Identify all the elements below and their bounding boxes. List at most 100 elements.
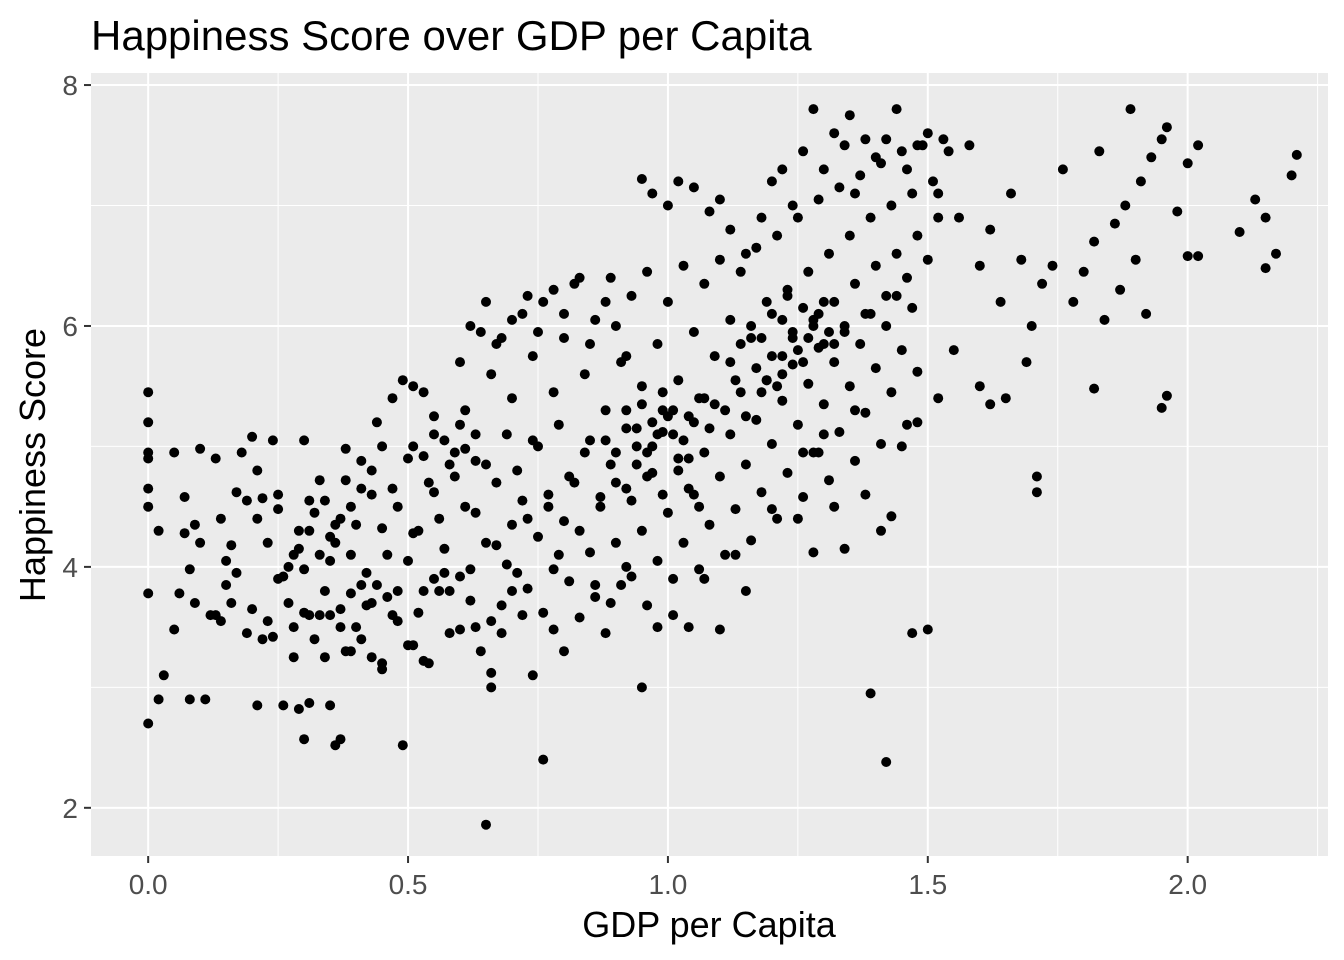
data-point (688, 417, 699, 428)
data-point (314, 549, 325, 560)
data-point (1286, 170, 1297, 181)
data-point (221, 555, 232, 566)
data-point (844, 230, 855, 241)
data-point (460, 405, 471, 416)
data-point (1182, 158, 1193, 169)
data-point (1021, 357, 1032, 368)
data-point (590, 314, 601, 325)
data-point (309, 634, 320, 645)
data-point (335, 622, 346, 633)
data-point (803, 378, 814, 389)
data-point (278, 700, 289, 711)
data-point (241, 628, 252, 639)
data-point (886, 387, 897, 398)
data-point (694, 564, 705, 575)
data-point (377, 441, 388, 452)
data-point (907, 628, 918, 639)
data-point (195, 443, 206, 454)
data-point (564, 471, 575, 482)
data-point (756, 387, 767, 398)
data-point (813, 308, 824, 319)
data-point (829, 296, 840, 307)
data-point (413, 607, 424, 618)
data-point (844, 381, 855, 392)
data-point (704, 423, 715, 434)
data-point (1047, 260, 1058, 271)
data-point (850, 455, 860, 466)
data-point (881, 757, 892, 767)
data-point (891, 248, 902, 259)
data-point (247, 431, 258, 442)
data-point (470, 622, 481, 633)
data-point (392, 586, 403, 596)
data-point (429, 573, 439, 584)
data-point (787, 359, 798, 370)
data-point (517, 308, 528, 319)
data-point (829, 357, 840, 368)
data-point (1172, 206, 1183, 217)
data-point (1291, 149, 1302, 160)
data-point (356, 483, 367, 494)
data-point (1057, 164, 1068, 175)
data-point (740, 586, 751, 596)
data-point (579, 447, 590, 458)
x-tick-label: 0.0 (129, 869, 168, 900)
data-point (1146, 152, 1157, 163)
data-point (746, 321, 757, 331)
data-point (870, 363, 881, 374)
data-point (262, 537, 273, 548)
data-point (662, 200, 673, 211)
data-point (777, 351, 788, 362)
data-point (772, 230, 783, 241)
data-point (585, 435, 595, 446)
data-point (366, 465, 377, 476)
data-point (491, 540, 502, 551)
data-point (143, 483, 154, 494)
data-point (455, 357, 465, 368)
data-point (798, 146, 809, 157)
data-point (876, 525, 886, 536)
data-point (210, 610, 221, 621)
data-point (366, 489, 377, 500)
data-point (610, 321, 621, 331)
data-point (824, 475, 834, 486)
data-point (678, 537, 689, 548)
data-point (267, 631, 278, 642)
data-point (636, 381, 647, 392)
data-point (548, 284, 559, 295)
data-point (444, 586, 455, 596)
data-point (756, 333, 767, 343)
data-point (481, 296, 491, 307)
data-point (995, 296, 1006, 307)
data-point (829, 128, 840, 139)
data-point (559, 646, 569, 657)
data-point (766, 504, 777, 515)
data-point (933, 393, 944, 404)
data-point (600, 628, 611, 639)
data-point (538, 296, 549, 307)
data-point (553, 419, 564, 430)
data-point (787, 327, 798, 337)
data-point (860, 134, 871, 145)
data-point (434, 586, 445, 596)
data-point (455, 571, 465, 582)
data-point (912, 417, 923, 428)
data-point (621, 423, 632, 434)
data-point (725, 357, 736, 368)
data-point (642, 266, 653, 277)
data-point (382, 592, 393, 602)
data-point (262, 616, 273, 627)
data-point (527, 670, 538, 681)
data-point (595, 501, 606, 512)
data-point (647, 417, 658, 428)
data-point (621, 561, 632, 572)
data-point (610, 477, 621, 488)
data-point (642, 471, 653, 482)
data-point (964, 140, 975, 151)
data-point (585, 339, 595, 349)
data-point (210, 453, 221, 464)
data-point (585, 547, 595, 558)
data-point (351, 519, 362, 530)
data-point (543, 501, 554, 512)
data-point (678, 435, 689, 446)
